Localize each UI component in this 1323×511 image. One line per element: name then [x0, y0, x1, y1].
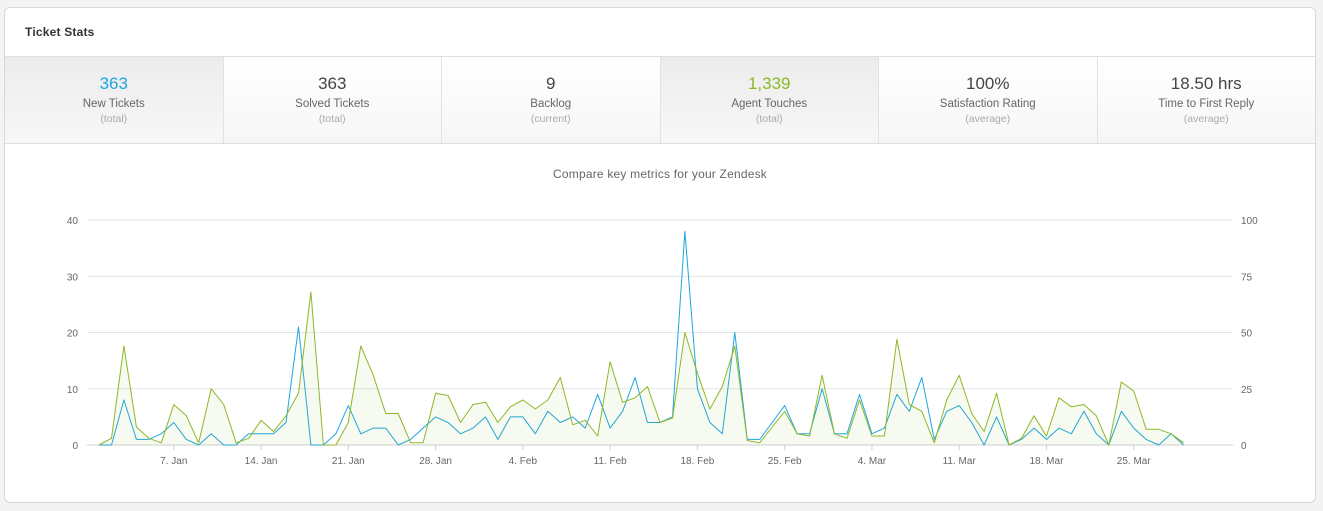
stat-label: Time to First Reply: [1158, 98, 1255, 110]
series-line-1: [98, 291, 1184, 446]
stat-sub: (average): [1183, 113, 1229, 125]
panel-header: Ticket Stats: [5, 8, 1315, 57]
x-tick-label: 25. Mar: [1117, 456, 1152, 467]
panel-title: Ticket Stats: [25, 25, 95, 39]
stat-satisfaction-rating[interactable]: 100% Satisfaction Rating (average): [879, 57, 1098, 143]
stat-label: Satisfaction Rating: [939, 98, 1036, 110]
stat-sub: (total): [755, 113, 783, 125]
x-tick-label: 18. Mar: [1030, 456, 1065, 467]
stat-sub: (total): [318, 113, 346, 125]
stat-label: Backlog: [530, 98, 572, 110]
x-tick-label: 4. Feb: [509, 456, 538, 467]
ticket-stats-panel: Ticket Stats 363 New Tickets (total) 363…: [4, 7, 1316, 503]
x-tick-label: 28. Jan: [419, 456, 452, 467]
x-tick-label: 18. Feb: [680, 456, 714, 467]
y-left-tick-label: 40: [67, 216, 79, 227]
stat-value: 1,339: [747, 74, 791, 93]
stat-value: 363: [318, 74, 347, 93]
y-right-tick-label: 50: [1241, 329, 1253, 340]
stat-sub: (total): [100, 113, 128, 125]
y-right-tick-label: 100: [1241, 216, 1258, 227]
stat-agent-touches[interactable]: 1,339 Agent Touches (total): [660, 57, 879, 143]
x-tick-label: 4. Mar: [858, 456, 887, 467]
y-left-tick-label: 20: [67, 329, 79, 340]
chart-area: 0 10 20 30 40 0 25 50 75 100 7. Jan 14. Jan 21. Jan 2…: [5, 144, 1315, 502]
y-left-tick-label: 0: [72, 441, 78, 452]
chart-title: Compare key metrics for your Zendesk: [553, 167, 767, 181]
stat-value: 18.50 hrs: [1170, 74, 1242, 93]
stat-value: 363: [99, 74, 128, 93]
x-tick-label: 21. Jan: [332, 456, 365, 467]
stat-label: Agent Touches: [731, 98, 808, 110]
x-tick-label: 7. Jan: [160, 456, 187, 467]
stat-backlog[interactable]: 9 Backlog (current): [442, 57, 661, 143]
stat-sub: (current): [530, 113, 571, 125]
stat-new-tickets[interactable]: 363 New Tickets (total): [5, 57, 224, 143]
series-line-0: [99, 230, 1184, 446]
y-right-tick-label: 75: [1241, 272, 1253, 283]
x-tick-label: 25. Feb: [768, 456, 802, 467]
line-chart: 0 10 20 30 40 0 25 50 75 100 7. Jan 14. Jan 21. Jan 2…: [67, 216, 1258, 467]
stat-label: Solved Tickets: [295, 98, 370, 110]
stat-value: 9: [546, 74, 556, 93]
x-tick-label: 14. Jan: [245, 456, 278, 467]
y-left-tick-label: 30: [67, 272, 79, 283]
x-tick-label: 11. Mar: [943, 456, 977, 467]
stats-row: 363 New Tickets (total) 363 Solved Ticke…: [5, 57, 1315, 144]
stat-label: New Tickets: [82, 98, 145, 110]
series-area-1: [99, 292, 1184, 445]
stat-sub: (average): [965, 113, 1011, 125]
x-tick-label: 11. Feb: [594, 456, 628, 467]
stat-value: 100%: [966, 74, 1010, 93]
y-left-tick-label: 10: [67, 385, 79, 396]
y-right-tick-label: 25: [1241, 385, 1253, 396]
stat-solved-tickets[interactable]: 363 Solved Tickets (total): [223, 57, 442, 143]
stat-time-to-first-reply[interactable]: 18.50 hrs Time to First Reply (average): [1097, 57, 1315, 143]
y-right-tick-label: 0: [1241, 441, 1247, 452]
